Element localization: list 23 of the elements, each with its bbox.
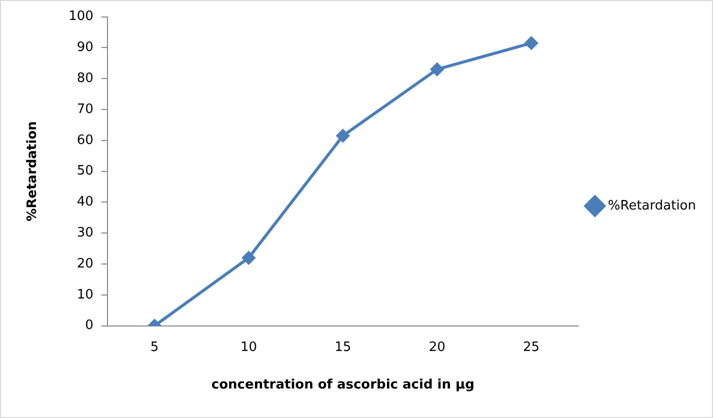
y-tick-label: 0 xyxy=(85,318,94,334)
y-tick-label: 20 xyxy=(76,256,94,272)
x-axis-title: concentration of ascorbic acid in µg xyxy=(211,378,474,393)
y-tick-label: 80 xyxy=(76,70,94,86)
point xyxy=(524,36,538,50)
x-tick-label: 25 xyxy=(523,340,540,355)
y-tick-label: 50 xyxy=(76,164,94,179)
x-tick-label: 20 xyxy=(428,340,446,355)
point xyxy=(336,129,350,142)
x-tick-label: 5 xyxy=(150,340,159,355)
y-tick-label: 100 xyxy=(68,9,94,24)
point xyxy=(430,62,444,76)
x-tick-label: 15 xyxy=(334,340,352,355)
y-tick-label: 40 xyxy=(76,194,94,210)
legend-label: %Retardation xyxy=(608,198,696,214)
x-tick-label: 10 xyxy=(240,340,257,355)
y-tick-label: 30 xyxy=(76,225,94,240)
y-tick-label: 70 xyxy=(76,102,94,117)
y-tick-label: 90 xyxy=(76,40,94,56)
y-tick-label: 10 xyxy=(76,287,94,302)
y-tick-label: 60 xyxy=(76,132,94,148)
y-axis-title: %Retardation xyxy=(25,121,40,222)
point xyxy=(242,251,256,264)
